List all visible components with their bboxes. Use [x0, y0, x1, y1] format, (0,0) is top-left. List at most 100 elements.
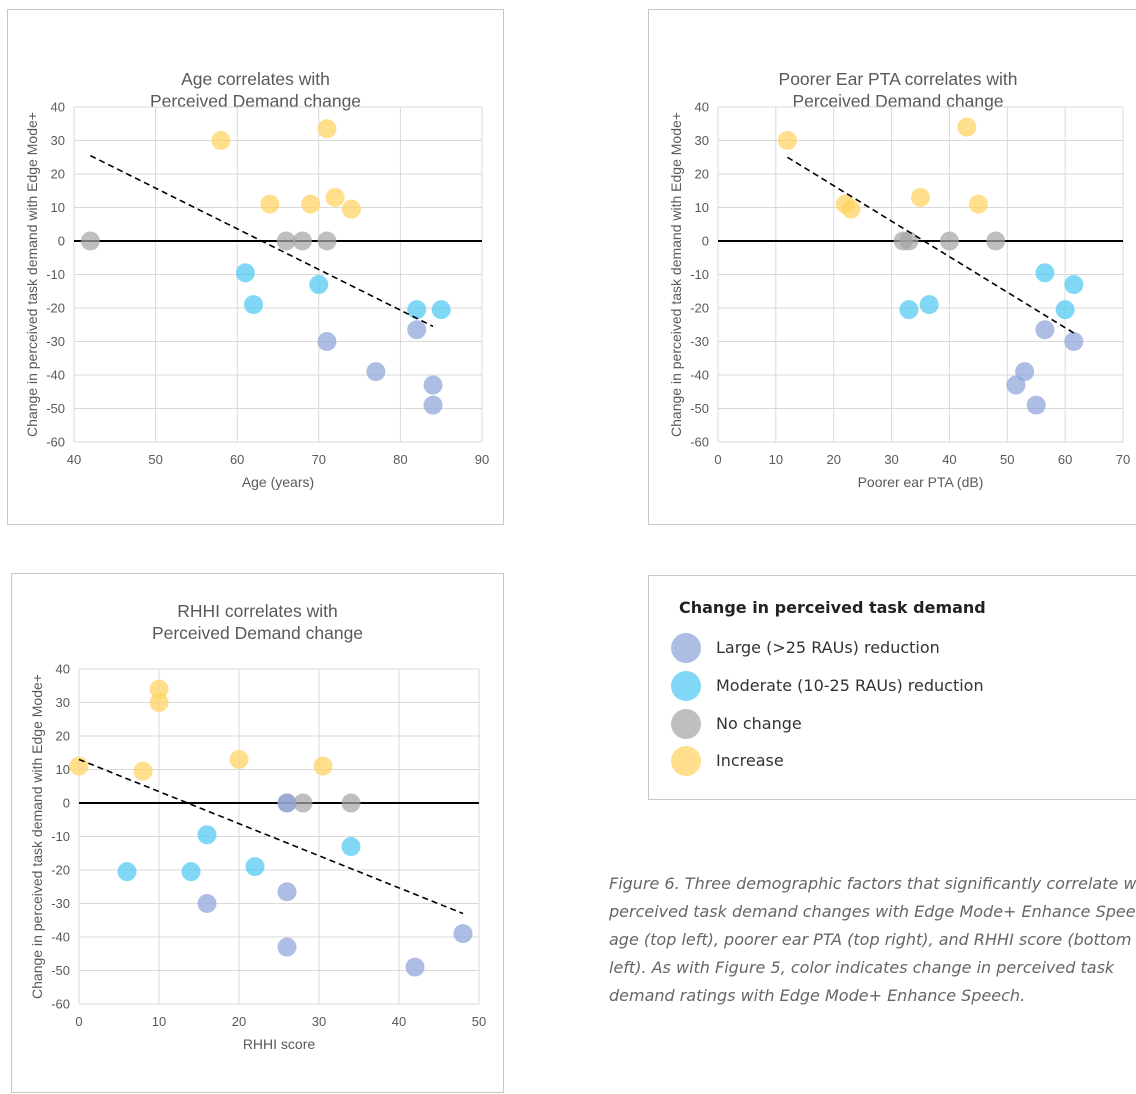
data-point-increase	[341, 199, 361, 219]
data-point-increase	[325, 187, 345, 207]
x-tick-label: 40	[392, 1014, 406, 1029]
y-tick-label: -50	[690, 401, 709, 416]
data-point-moderate-reduction	[919, 295, 939, 315]
age-scatter-plot: 40 50 60 70 80 90 40 30 20 10 0 -10 -20 -30 -40 -50 -60 A…	[24, 100, 489, 491]
data-point-increase	[301, 194, 321, 214]
data-point-increase	[133, 761, 153, 781]
data-point-no-change	[276, 231, 296, 251]
y-tick-label: 40	[695, 100, 709, 115]
data-point-large-reduction	[197, 894, 217, 913]
data-point-increase	[968, 194, 988, 214]
chart-title: Poorer Ear PTA correlates with Perceived…	[649, 68, 1136, 112]
x-tick-label: 40	[942, 452, 956, 467]
x-tick-label: 70	[1116, 452, 1130, 467]
data-point-large-reduction	[317, 332, 337, 351]
pta-scatter-plot: 0 10 20 30 40 50 60 70 40 30 20 10 0 -10 -20 -30 -40 -50 -…	[668, 100, 1130, 491]
data-point-large-reduction	[277, 793, 297, 813]
chart-title: Age correlates with Perceived Demand cha…	[8, 68, 503, 112]
data-point-increase	[149, 693, 169, 712]
legend-label: Large (>25 RAUs) reduction	[716, 638, 940, 657]
y-tick-label: 40	[56, 662, 70, 677]
data-point-no-change	[341, 793, 361, 813]
chart-title: RHHI correlates with Perceived Demand ch…	[12, 600, 503, 644]
data-point-increase	[957, 117, 977, 137]
x-axis-label: RHHI score	[243, 1036, 316, 1052]
data-point-no-change	[899, 231, 919, 251]
x-tick-label: 20	[826, 452, 840, 467]
y-tick-label: -40	[51, 930, 70, 945]
y-tick-label: -30	[690, 334, 709, 349]
data-point-large-reduction	[405, 957, 425, 977]
x-axis-label: Poorer ear PTA (dB)	[858, 474, 984, 490]
data-point-large-reduction	[1064, 332, 1084, 351]
data-point-moderate-reduction	[117, 862, 137, 882]
data-point-increase	[211, 131, 231, 150]
rhhi-scatter-plot: 0 10 20 30 40 50 40 30 20 10 0 -10 -20 -30 -40 -50 -60 RH…	[29, 662, 486, 1053]
pta-chart-panel: Poorer Ear PTA correlates with Perceived…	[648, 9, 1136, 525]
y-tick-label: 20	[51, 167, 65, 182]
data-point-large-reduction	[1026, 395, 1046, 415]
y-tick-label: 30	[51, 133, 65, 148]
x-tick-label: 70	[312, 452, 326, 467]
chart-title-line2: Perceived Demand change	[792, 91, 1004, 111]
y-tick-label: -50	[51, 963, 70, 978]
moderate-reduction-marker	[671, 671, 701, 701]
data-point-moderate-reduction	[181, 862, 201, 882]
data-point-increase	[777, 131, 797, 150]
chart-title-line1: Poorer Ear PTA correlates with	[778, 69, 1018, 89]
x-tick-label: 60	[230, 452, 244, 467]
y-tick-label: -50	[46, 401, 65, 416]
x-tick-label: 10	[769, 452, 783, 467]
x-axis-label: Age (years)	[242, 474, 314, 490]
data-point-increase	[313, 756, 333, 776]
data-point-increase	[841, 199, 861, 219]
data-point-moderate-reduction	[309, 275, 329, 295]
data-point-moderate-reduction	[431, 300, 451, 320]
y-tick-label: -60	[46, 435, 65, 450]
chart-title-line1: Age correlates with	[181, 69, 330, 89]
y-tick-label: 0	[58, 234, 65, 249]
data-point-large-reduction	[277, 937, 297, 957]
y-tick-label: 20	[56, 729, 70, 744]
data-point-large-reduction	[453, 924, 473, 944]
chart-title-line1: RHHI correlates with	[177, 601, 338, 621]
y-axis-label: Change in perceived task demand with Edg…	[668, 112, 684, 437]
data-point-increase	[317, 119, 337, 139]
x-tick-label: 0	[75, 1014, 82, 1029]
large-reduction-marker	[671, 633, 701, 663]
y-tick-label: 0	[63, 796, 70, 811]
y-tick-label: 0	[702, 234, 709, 249]
data-point-moderate-reduction	[1035, 263, 1055, 283]
data-point-large-reduction	[277, 882, 297, 902]
legend-label: No change	[716, 714, 802, 733]
legend: Change in perceived task demand Large (>…	[648, 575, 1136, 800]
no-change-marker	[671, 709, 701, 739]
x-tick-label: 50	[148, 452, 162, 467]
y-tick-label: -10	[46, 267, 65, 282]
trend-line	[89, 154, 434, 328]
y-tick-label: -20	[51, 863, 70, 878]
y-axis-label: Change in perceived task demand with Edg…	[29, 674, 45, 999]
data-point-increase	[229, 749, 249, 769]
data-point-no-change	[317, 231, 337, 251]
data-point-no-change	[80, 231, 100, 251]
data-point-large-reduction	[423, 395, 443, 415]
x-tick-label: 30	[312, 1014, 326, 1029]
data-point-large-reduction	[1035, 320, 1055, 340]
legend-title: Change in perceived task demand	[679, 598, 986, 617]
data-point-moderate-reduction	[1064, 275, 1084, 295]
data-point-large-reduction	[1006, 375, 1026, 395]
x-tick-label: 90	[475, 452, 489, 467]
x-tick-label: 50	[472, 1014, 486, 1029]
y-tick-label: 30	[56, 695, 70, 710]
trend-line	[787, 156, 1078, 336]
y-tick-label: 10	[51, 200, 65, 215]
y-tick-label: -40	[46, 368, 65, 383]
y-tick-label: 10	[56, 762, 70, 777]
data-point-increase	[911, 187, 930, 207]
data-point-moderate-reduction	[1055, 300, 1075, 320]
rhhi-chart-panel: RHHI correlates with Perceived Demand ch…	[11, 573, 504, 1093]
y-tick-label: -20	[46, 301, 65, 316]
y-tick-label: -30	[51, 896, 70, 911]
y-tick-label: -60	[51, 997, 70, 1012]
